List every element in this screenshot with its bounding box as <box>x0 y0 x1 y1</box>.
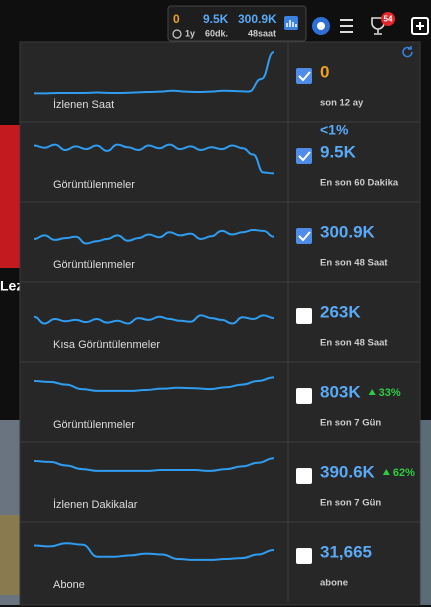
chart-icon[interactable] <box>284 16 298 30</box>
metric-label: İzlenen Saat <box>53 98 114 111</box>
rows: İzlenen Saat 0 son 12 ay Görüntülenmeler 9.5… <box>20 51 420 591</box>
sparkline <box>33 228 275 245</box>
metric-value: 0 <box>320 62 329 81</box>
metric-value: 390.6K <box>320 462 376 481</box>
stats-bar[interactable] <box>167 5 307 42</box>
sparkline <box>33 542 275 561</box>
metric-period: En son 7 Gün <box>320 498 381 509</box>
metric-label: İzlenen Dakikalar <box>53 498 138 511</box>
metric-value: 9.5K <box>320 142 357 161</box>
checkmark <box>298 151 311 162</box>
metric-period: abone <box>320 578 348 589</box>
stat-period: 60dk. <box>205 28 228 38</box>
checkbox[interactable] <box>296 548 312 564</box>
add-icon-plus <box>416 22 424 30</box>
metric-period: En son 48 Saat <box>320 338 388 349</box>
sparkline <box>33 457 275 472</box>
metric-label: Kısa Görüntülenmeler <box>53 339 160 351</box>
checkbox[interactable] <box>296 148 312 164</box>
refresh-icon[interactable] <box>402 46 413 58</box>
checkbox[interactable] <box>296 468 312 484</box>
thumbnail <box>0 125 22 268</box>
sparkline <box>33 376 275 392</box>
checkbox[interactable] <box>296 308 312 324</box>
stat-period: 48saat <box>248 28 276 38</box>
top-stats: 0 1y 9.5K 60dk. 300.9K 48saat 54 <box>173 12 393 38</box>
stat-period: 1y <box>185 28 195 38</box>
thumbnail <box>420 420 431 605</box>
sparkline <box>33 314 275 325</box>
metric-note: <1% <box>320 122 349 138</box>
metric-value: 803K <box>320 382 361 401</box>
badge-count: 54 <box>384 15 393 24</box>
sparkline <box>33 143 275 175</box>
checkbox[interactable] <box>296 68 312 84</box>
stat-value: 300.9K <box>238 12 277 26</box>
metric-change: 62% <box>393 467 415 479</box>
checkmark <box>298 231 311 242</box>
metric-period: En son 60 Dakika <box>320 178 399 189</box>
thumbnail <box>0 515 22 595</box>
stat-value: 9.5K <box>203 12 229 26</box>
metric-period: En son 7 Gün <box>320 418 381 429</box>
stat-value: 0 <box>173 12 180 26</box>
sparkline <box>33 51 275 95</box>
metric-value: 31,665 <box>320 542 372 561</box>
panel <box>19 41 421 606</box>
clock-icon <box>172 29 182 39</box>
badge <box>381 12 395 26</box>
video-title: Lez <box>0 278 23 294</box>
chart-icon-bars <box>286 20 297 27</box>
up-arrow <box>382 469 390 475</box>
vidiq-icon-dot <box>317 22 325 30</box>
add-icon[interactable] <box>411 17 429 35</box>
metric-label: Görüntülenmeler <box>53 259 135 271</box>
metric-label: Abone <box>53 579 85 591</box>
metric-period: En son 48 Saat <box>320 258 388 269</box>
metric-change: 33% <box>379 387 401 399</box>
metric-label: Görüntülenmeler <box>53 179 135 191</box>
metric-period: son 12 ay <box>320 98 364 109</box>
metric-label: Görüntülenmeler <box>53 419 135 431</box>
metric-value: 300.9K <box>320 222 376 241</box>
checkmark <box>298 71 311 82</box>
checkbox[interactable] <box>296 388 312 404</box>
metric-value: 263K <box>320 302 361 321</box>
checkbox[interactable] <box>296 228 312 244</box>
up-arrow <box>368 389 376 395</box>
menu-icon[interactable] <box>340 19 353 33</box>
